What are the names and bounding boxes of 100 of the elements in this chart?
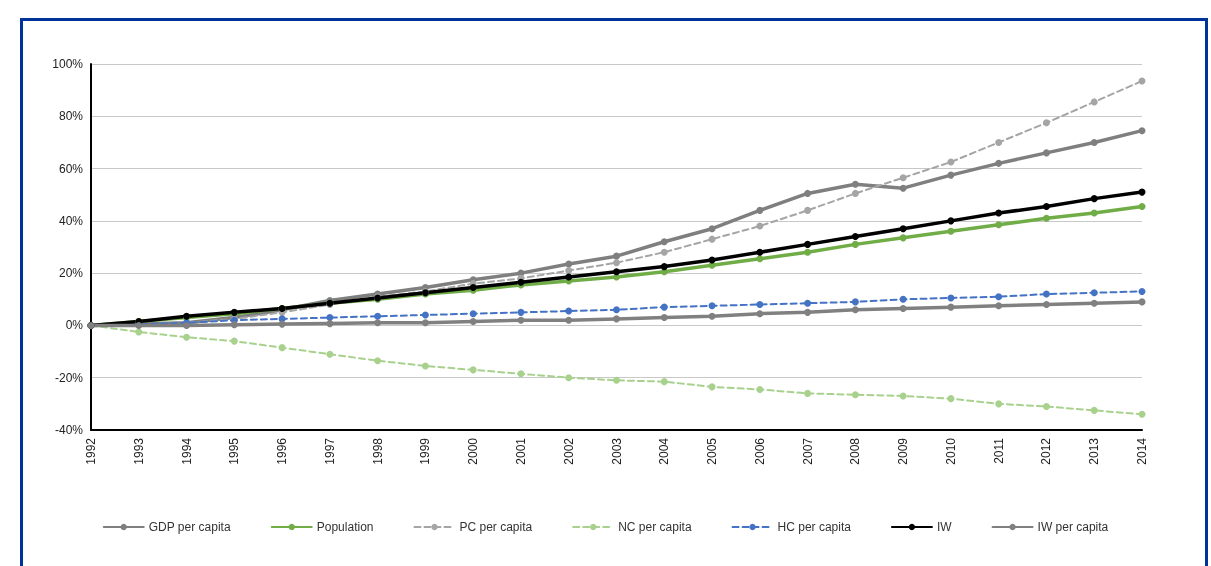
point [565, 374, 573, 382]
point [517, 308, 525, 316]
point [517, 316, 525, 324]
point [1090, 195, 1098, 203]
point [708, 225, 716, 233]
point [660, 314, 668, 322]
legend-label: GDP per capita [148, 520, 231, 534]
point [756, 248, 764, 256]
x-tick-label: 1993 [131, 437, 146, 465]
point [613, 252, 620, 260]
point [278, 344, 286, 352]
point [1138, 287, 1146, 295]
point [1138, 127, 1146, 135]
point [899, 184, 907, 192]
point [1138, 410, 1146, 418]
point [421, 362, 429, 370]
point [374, 312, 382, 320]
point [804, 308, 812, 316]
x-tick-label: 1998 [370, 437, 385, 465]
point [995, 138, 1003, 146]
point [660, 263, 668, 271]
point [756, 301, 764, 309]
y-tick-label: 60% [58, 161, 84, 176]
point [660, 303, 668, 311]
y-tick-label: -20% [54, 370, 84, 385]
point [230, 337, 238, 345]
legend-label: IW per capita [1037, 520, 1109, 534]
legend-label: HC per capita [777, 520, 852, 534]
point [183, 333, 191, 341]
point [851, 180, 859, 188]
point [374, 319, 382, 327]
point [565, 267, 573, 275]
point [756, 222, 764, 230]
point [851, 233, 859, 241]
point [469, 366, 477, 374]
point [1042, 119, 1050, 127]
x-tick-label: 2010 [943, 437, 958, 465]
point [995, 209, 1003, 217]
point [756, 255, 764, 263]
point [708, 302, 716, 310]
x-tick-label: 2001 [513, 437, 528, 465]
point [565, 273, 573, 281]
point [804, 189, 812, 197]
point [947, 217, 955, 225]
point [613, 306, 620, 314]
point [1090, 299, 1098, 307]
point [660, 248, 668, 256]
point [851, 189, 859, 197]
point [230, 321, 238, 329]
point [1138, 202, 1146, 210]
point [326, 320, 334, 328]
point [660, 238, 668, 246]
point [613, 376, 620, 384]
point [421, 319, 429, 327]
legend-label: PC per capita [459, 520, 533, 534]
point [135, 328, 143, 336]
point [469, 310, 477, 318]
x-tick-label: 2000 [466, 437, 481, 465]
point [756, 385, 764, 393]
point [804, 206, 812, 214]
point [804, 299, 812, 307]
point [947, 395, 955, 403]
point [995, 221, 1003, 229]
x-tick-label: 1997 [322, 437, 337, 465]
point [469, 318, 477, 326]
point [756, 206, 764, 214]
x-tick-label: 2014 [1135, 437, 1149, 465]
x-tick-label: 1996 [275, 437, 290, 465]
point [899, 174, 907, 182]
point [851, 391, 859, 399]
point [995, 400, 1003, 408]
x-tick-label: 2007 [800, 437, 815, 465]
y-tick-label: 100% [52, 57, 84, 71]
y-tick-label: -40% [54, 423, 84, 437]
x-tick-label: 2011 [991, 437, 1006, 464]
point [899, 234, 907, 242]
point [1090, 138, 1098, 146]
x-tick-label: 2008 [848, 437, 863, 465]
y-tick-label: 80% [58, 109, 84, 124]
y-tick-label: 0% [65, 318, 84, 333]
y-tick-label: 20% [58, 266, 84, 281]
point [517, 370, 525, 378]
legend-label: Population [316, 520, 374, 534]
point [947, 227, 955, 235]
x-tick-label: 2005 [705, 437, 720, 465]
point [756, 310, 764, 318]
x-tick-label: 2012 [1039, 437, 1054, 465]
point [1090, 98, 1098, 106]
point [1042, 149, 1050, 157]
point [1042, 301, 1050, 309]
point [851, 240, 859, 248]
point [326, 314, 334, 322]
point [660, 378, 668, 386]
point [613, 268, 620, 276]
point [995, 293, 1003, 301]
x-tick-label: 1992 [84, 437, 98, 465]
x-tick-label: 1995 [227, 437, 242, 465]
point [565, 260, 573, 268]
point [851, 306, 859, 314]
point [613, 315, 620, 323]
